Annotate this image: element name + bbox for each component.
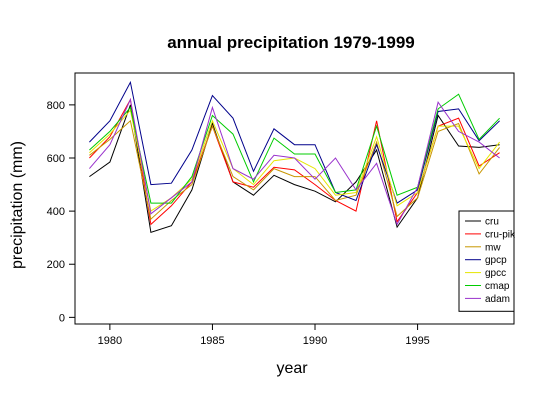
legend-box bbox=[458, 210, 515, 312]
series-line-mw bbox=[89, 119, 500, 221]
legend-label-adam: adam bbox=[485, 294, 510, 305]
y-tick-label: 800 bbox=[47, 100, 65, 112]
x-tick-label: 1995 bbox=[405, 335, 429, 347]
y-tick-label: 200 bbox=[47, 259, 65, 271]
series-line-adam bbox=[89, 97, 500, 226]
x-tick-label: 1990 bbox=[303, 335, 327, 347]
legend-label-gpcp: gpcp bbox=[485, 255, 507, 266]
y-axis-label: precipitation (mm) bbox=[9, 141, 26, 269]
x-tick-label: 1985 bbox=[200, 335, 224, 347]
series-lines bbox=[89, 80, 500, 234]
y-tick-label: 0 bbox=[59, 312, 65, 324]
y-tick-label: 400 bbox=[47, 206, 65, 218]
axes: 1980 1985 1990 1995 0 200 400 600 800 bbox=[47, 72, 515, 347]
series-line-gpcp bbox=[89, 80, 500, 204]
series-line-cru-pik bbox=[89, 98, 500, 226]
legend-label-cmap: cmap bbox=[485, 281, 510, 292]
series-line-cru bbox=[89, 104, 500, 234]
y-tick-label: 600 bbox=[47, 153, 65, 165]
x-axis-label: year bbox=[276, 360, 308, 377]
x-tick-label: 1980 bbox=[98, 335, 122, 347]
legend-label-gpcc: gpcc bbox=[485, 268, 506, 279]
plot-frame bbox=[74, 72, 515, 325]
series-line-cmap bbox=[89, 93, 500, 204]
series-line-gpcc bbox=[89, 109, 500, 212]
legend-label-cru: cru bbox=[485, 217, 499, 228]
legend-label-cru-pik: cru-pik bbox=[485, 229, 516, 240]
chart-title: annual precipitation 1979-1999 bbox=[167, 33, 415, 52]
legend-label-mw: mw bbox=[485, 242, 501, 253]
